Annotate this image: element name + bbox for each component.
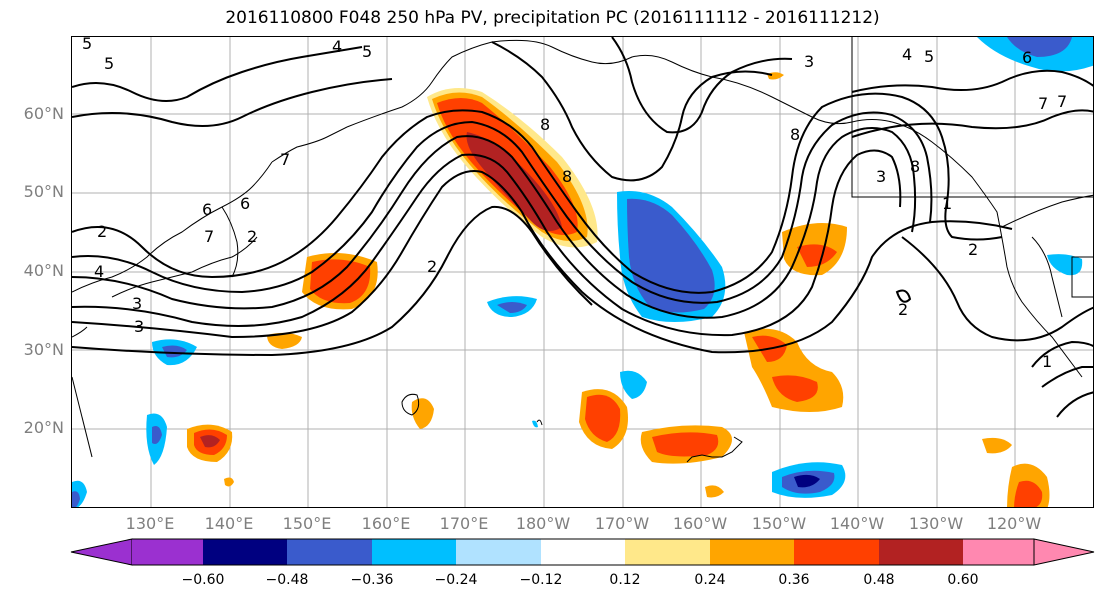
lon-label-120w: 120°W <box>986 514 1042 533</box>
colorbar-segment <box>879 539 963 565</box>
contour-label: 3 <box>132 294 142 313</box>
contour-label: 4 <box>94 262 104 281</box>
colorbar-segment <box>70 538 133 566</box>
colorbar-segment <box>794 539 879 565</box>
lon-label-140e: 140°E <box>204 514 254 533</box>
contour-label: 6 <box>202 200 212 219</box>
colorbar-tick: −0.36 <box>350 572 394 588</box>
contour-label: 6 <box>1022 48 1032 67</box>
contour-label: 7 <box>204 227 214 246</box>
lon-label-160w: 160°W <box>672 514 728 533</box>
map-canvas: 5 5 4 5 5 4 6 3 7 2 6 7 6 8 8 2 4 3 2 3 … <box>72 37 1093 507</box>
colorbar-tick: 0.48 <box>863 572 895 588</box>
precip-negative-shading <box>72 37 1093 507</box>
lon-label-150e: 150°E <box>282 514 332 533</box>
lat-label-20n: 20°N <box>23 418 64 437</box>
colorbar <box>70 538 1095 566</box>
lat-label-30n: 30°N <box>23 340 64 359</box>
colorbar-tick: 0.24 <box>694 572 726 588</box>
lat-label-40n: 40°N <box>23 261 64 280</box>
lon-label-180w: 180°W <box>515 514 571 533</box>
lon-label-170e: 170°E <box>439 514 489 533</box>
contour-label: 6 <box>240 194 250 213</box>
map-panel: 5 5 4 5 5 4 6 3 7 2 6 7 6 8 8 2 4 3 2 3 … <box>71 36 1094 508</box>
contour-label: 3 <box>134 317 144 336</box>
lat-label-50n: 50°N <box>23 182 64 201</box>
contour-label: 3 <box>876 167 886 186</box>
colorbar-tick: 0.36 <box>778 572 810 588</box>
lon-label-130w: 130°W <box>908 514 964 533</box>
contour-label: 7 <box>1038 94 1048 113</box>
contour-label: 1 <box>942 194 952 213</box>
contour-label: 5 <box>104 54 114 73</box>
contour-label: 5 <box>82 37 92 53</box>
contour-label: 2 <box>968 240 978 259</box>
coastlines <box>72 37 1093 463</box>
pv-contours <box>72 37 1093 418</box>
colorbar-tick: 0.60 <box>947 572 979 588</box>
colorbar-segment <box>132 539 203 565</box>
contour-label: 8 <box>910 157 920 176</box>
map-title: 2016110800 F048 250 hPa PV, precipitatio… <box>225 8 880 28</box>
contour-label: 5 <box>924 47 934 66</box>
lon-label-170w: 170°W <box>594 514 650 533</box>
colorbar-segment <box>541 539 625 565</box>
lon-label-130e: 130°E <box>125 514 175 533</box>
contour-label: 2 <box>97 222 107 241</box>
contour-labels: 5 5 4 5 5 4 6 3 7 2 6 7 6 8 8 2 4 3 2 3 … <box>82 37 1067 371</box>
contour-label: 7 <box>1057 92 1067 111</box>
contour-label: 8 <box>562 167 572 186</box>
colorbar-tick: −0.48 <box>265 572 309 588</box>
contour-label: 4 <box>902 45 912 64</box>
contour-label: 7 <box>280 150 290 169</box>
lon-label-150w: 150°W <box>751 514 807 533</box>
contour-label: 4 <box>332 37 342 56</box>
lon-label-140w: 140°W <box>829 514 885 533</box>
colorbar-segment <box>710 539 794 565</box>
contour-label: 8 <box>790 125 800 144</box>
contour-label: 5 <box>362 42 372 61</box>
colorbar-tick: −0.24 <box>434 572 478 588</box>
colorbar-segment <box>372 539 456 565</box>
colorbar-segment <box>963 539 1034 565</box>
lon-label-160e: 160°E <box>361 514 411 533</box>
colorbar-segment <box>1033 538 1095 566</box>
contour-label: 1 <box>1042 352 1052 371</box>
lat-label-60n: 60°N <box>23 104 64 123</box>
contour-label: 2 <box>898 300 908 319</box>
contour-label: 3 <box>804 52 814 71</box>
colorbar-segment <box>203 539 287 565</box>
contour-label: 2 <box>247 227 257 246</box>
contour-label: 2 <box>427 257 437 276</box>
contour-label: 8 <box>540 115 550 134</box>
colorbar-segment <box>456 539 541 565</box>
colorbar-segment <box>287 539 372 565</box>
colorbar-tick: 0.12 <box>609 572 641 588</box>
colorbar-tick: −0.60 <box>181 572 225 588</box>
colorbar-tick: −0.12 <box>519 572 563 588</box>
colorbar-segment <box>625 539 710 565</box>
